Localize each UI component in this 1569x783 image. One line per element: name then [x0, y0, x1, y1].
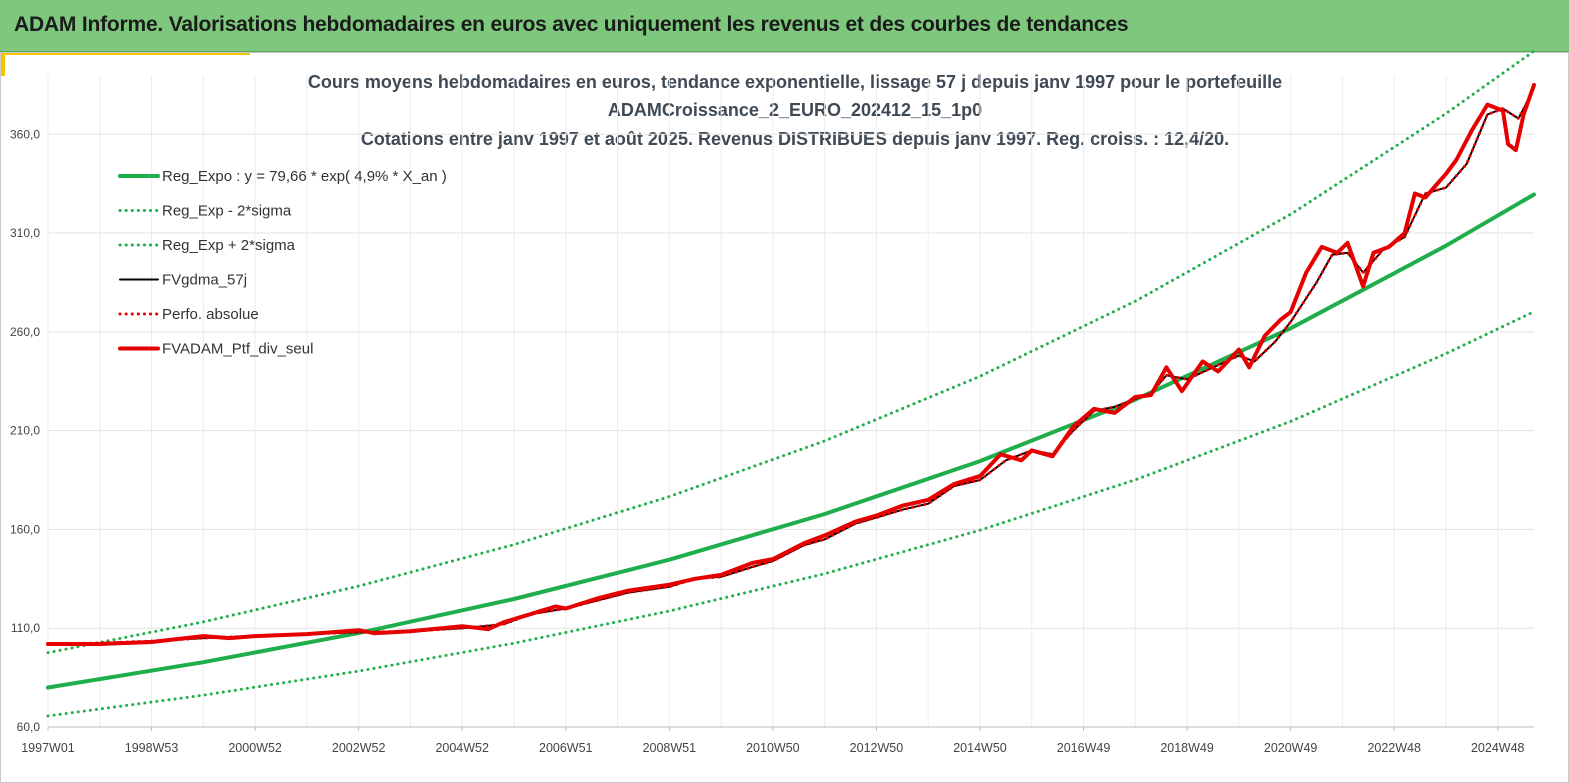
x-tick-label: 2004W52 [435, 741, 489, 755]
x-tick-label: 1997W01 [21, 741, 75, 755]
legend-label-0: Reg_Expo : y = 79,66 * exp( 4,9% * X_an … [162, 168, 447, 185]
x-tick-label: 2012W50 [850, 741, 904, 755]
y-axis-ticks: 60,0 110,0 160,0 210,0 260,0 310,0 360,0 [10, 127, 40, 734]
x-tick-label: 2016W49 [1057, 741, 1111, 755]
chart-title-line-1: Cours moyens hebdomadaires en euros, ten… [307, 72, 1283, 92]
x-tick-label: 2010W50 [746, 741, 800, 755]
legend-label-1: Reg_Exp - 2*sigma [162, 203, 292, 220]
legend-label-2: Reg_Exp + 2*sigma [162, 237, 296, 254]
legend-label-5: FVADAM_Ptf_div_seul [162, 341, 313, 358]
y-tick-label: 210,0 [10, 424, 40, 438]
x-tick-label: 2000W52 [228, 741, 282, 755]
series-line-5 [46, 82, 1536, 646]
series-line-4 [46, 97, 1531, 646]
accent-bar-left [0, 52, 5, 76]
grid-lines [47, 75, 1534, 728]
legend-label-4: Perfo. absolue [162, 306, 259, 323]
series-group [46, 49, 1536, 718]
banner-title: ADAM Informe. Valorisations hebdomadaire… [14, 13, 1129, 36]
y-tick-label: 110,0 [11, 621, 40, 635]
accent-bar-top [0, 52, 250, 55]
y-tick-label: 310,0 [10, 226, 40, 240]
x-tick-label: 2024W48 [1471, 741, 1525, 755]
legend-label-3: FVgdma_57j [162, 272, 247, 289]
x-tick-label: 2014W50 [953, 741, 1007, 755]
x-tick-label: 2002W52 [332, 741, 386, 755]
x-tick-label: 2008W51 [643, 741, 697, 755]
x-tick-label: 2006W51 [539, 741, 593, 755]
y-tick-label: 360,0 [10, 127, 40, 141]
legend: Reg_Expo : y = 79,66 * exp( 4,9% * X_an … [118, 168, 447, 358]
x-tick-label: 2022W48 [1367, 741, 1421, 755]
header-banner: ADAM Informe. Valorisations hebdomadaire… [0, 0, 1569, 52]
x-axis-ticks: 1997W01 1998W53 2000W52 2002W52 2004W52 2006W… [21, 727, 1525, 755]
x-tick-label: 2018W49 [1160, 741, 1214, 755]
y-tick-label: 160,0 [10, 522, 40, 536]
y-tick-label: 60,0 [17, 720, 41, 734]
series-line-0 [46, 192, 1536, 690]
chart-title-line-2: ADAMCroissance_2_EURO_202412_15_1p0 [607, 100, 983, 120]
series-line-1 [46, 310, 1536, 718]
x-tick-label: 1998W53 [125, 741, 179, 755]
y-tick-label: 260,0 [10, 325, 40, 339]
x-tick-label: 2020W49 [1264, 741, 1318, 755]
series-line-2 [46, 49, 1536, 655]
